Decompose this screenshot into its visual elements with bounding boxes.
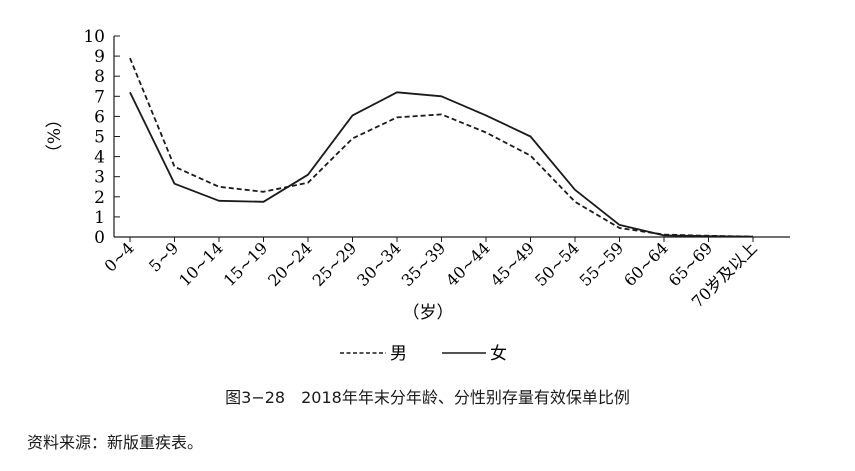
x-tick-label: 55~59 [576, 238, 628, 290]
y-tick-label: 10 [83, 27, 105, 47]
x-tick-label: 0~4 [101, 238, 138, 275]
x-tick-label: 35~39 [398, 238, 450, 290]
x-tick-label: 50~54 [531, 238, 583, 290]
y-tick-label: 4 [94, 148, 105, 168]
legend: 男 女 [340, 344, 507, 364]
legend-label-female: 女 [490, 344, 507, 364]
x-tick-label: 30~34 [353, 238, 405, 290]
x-tick-label: 20~24 [264, 238, 316, 290]
x-tick-label: 60~64 [620, 238, 672, 290]
y-tick-label: 6 [94, 107, 105, 127]
y-tick-label: 3 [94, 168, 105, 188]
x-axis-label: （岁） [403, 303, 454, 323]
y-tick-label: 2 [94, 188, 105, 208]
series-line-female [129, 91, 754, 238]
series-lines [129, 57, 754, 238]
y-tick-label: 1 [94, 208, 105, 228]
y-tick-label: 5 [94, 128, 105, 148]
x-tick-label: 45~49 [487, 238, 539, 290]
figure-caption: 图3−28 2018年年末分年龄、分性别存量有效保单比例 [225, 388, 630, 407]
x-tick-label: 10~14 [175, 238, 227, 290]
x-ticks: 0~4 5~910~1415~1920~2425~2930~3435~3940~4… [101, 237, 761, 311]
y-tick-label: 0 [94, 228, 105, 248]
y-tick-label: 7 [94, 87, 105, 107]
source-note: 资料来源：新版重疾表。 [27, 433, 204, 452]
y-tick-label: 8 [94, 67, 105, 87]
x-tick-label: 25~29 [309, 238, 361, 290]
y-axis-label: （%） [45, 111, 65, 161]
x-tick-label: 40~44 [442, 238, 494, 290]
y-tick-label: 9 [94, 47, 105, 67]
x-tick-label: 5~9 [145, 238, 182, 275]
legend-label-male: 男 [390, 344, 407, 364]
x-tick-label: 15~19 [220, 238, 272, 290]
series-line-male [129, 57, 754, 238]
